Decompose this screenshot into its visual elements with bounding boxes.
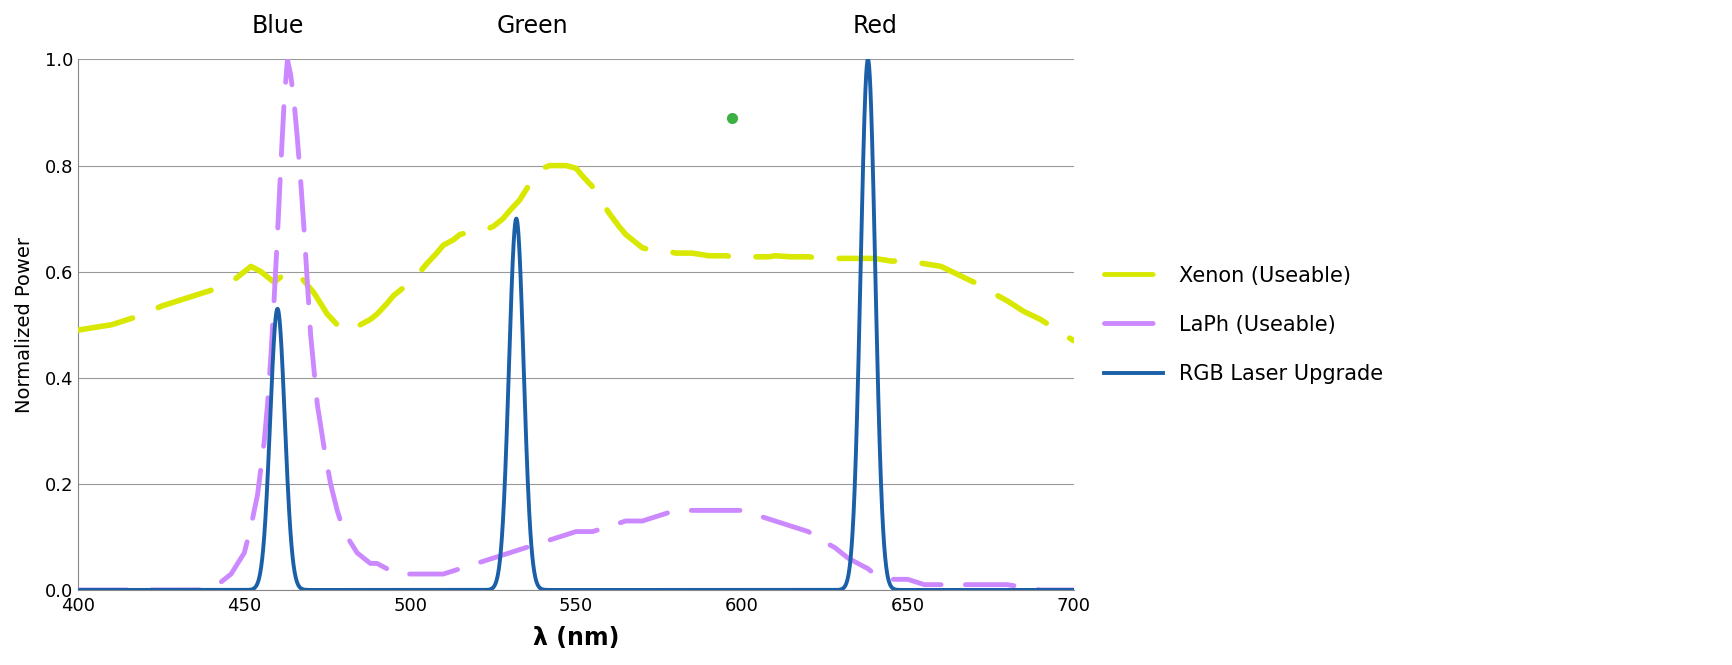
RGB Laser Upgrade — [449, 586, 469, 594]
RGB Laser Upgrade — [249, 574, 270, 582]
Legend: Xenon (Useable), LaPh (Useable), RGB Laser Upgrade: Xenon (Useable), LaPh (Useable), RGB Las… — [1093, 255, 1393, 394]
RGB Laser Upgrade — [665, 586, 686, 594]
RGB Laser Upgrade — [1062, 586, 1082, 594]
Xenon (Useable) — [251, 268, 272, 276]
LaPh (Useable) — [516, 543, 537, 551]
Y-axis label: Normalized Power: Normalized Power — [16, 237, 35, 413]
LaPh (Useable) — [681, 506, 701, 514]
Xenon (Useable) — [466, 226, 487, 234]
RGB Laser Upgrade — [715, 586, 736, 594]
Line: RGB Laser Upgrade: RGB Laser Upgrade — [78, 59, 1072, 590]
Xenon (Useable) — [947, 271, 968, 279]
LaPh (Useable) — [260, 352, 281, 360]
LaPh (Useable) — [234, 549, 255, 557]
Line: LaPh (Useable): LaPh (Useable) — [78, 59, 1072, 590]
Xenon (Useable) — [1062, 336, 1082, 344]
Text: Red: Red — [852, 14, 897, 39]
LaPh (Useable) — [764, 517, 785, 525]
Xenon (Useable) — [556, 162, 577, 170]
RGB Laser Upgrade — [68, 586, 88, 594]
RGB Laser Upgrade — [857, 55, 878, 63]
LaPh (Useable) — [68, 586, 88, 594]
LaPh (Useable) — [277, 55, 298, 63]
Xenon (Useable) — [350, 321, 371, 329]
Xenon (Useable) — [68, 326, 88, 334]
RGB Laser Upgrade — [811, 586, 831, 594]
Xenon (Useable) — [523, 175, 544, 183]
X-axis label: λ (nm): λ (nm) — [532, 626, 618, 650]
LaPh (Useable) — [1062, 586, 1082, 594]
LaPh (Useable) — [184, 586, 204, 594]
Text: Blue: Blue — [251, 14, 303, 39]
RGB Laser Upgrade — [885, 586, 906, 594]
Xenon (Useable) — [539, 162, 559, 170]
Line: Xenon (Useable): Xenon (Useable) — [78, 166, 1072, 340]
Text: Green: Green — [497, 14, 568, 39]
